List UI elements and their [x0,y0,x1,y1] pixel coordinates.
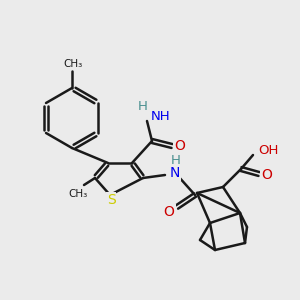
Text: O: O [164,205,174,219]
Text: N: N [170,166,180,180]
Text: CH₃: CH₃ [68,189,88,199]
Text: H: H [171,154,181,167]
Text: S: S [106,193,116,207]
Text: O: O [262,168,272,182]
Text: OH: OH [258,145,278,158]
Text: NH: NH [151,110,171,124]
Text: CH₃: CH₃ [63,59,82,69]
Text: H: H [138,100,148,113]
Text: O: O [175,139,185,153]
